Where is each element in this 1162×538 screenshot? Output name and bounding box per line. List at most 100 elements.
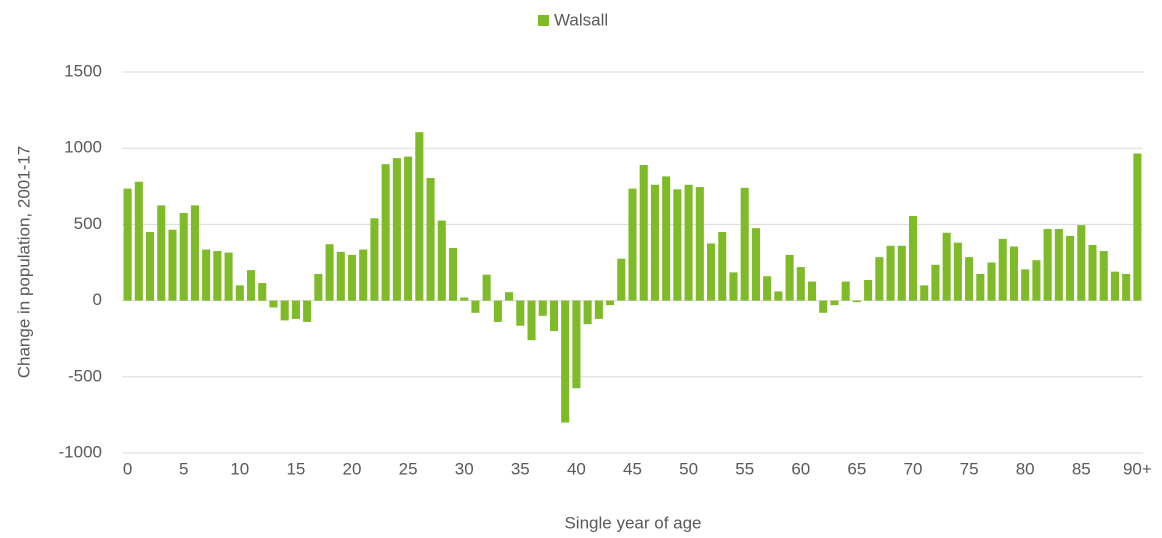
legend-label: Walsall [554, 10, 608, 29]
bar [785, 254, 794, 301]
bar [886, 245, 895, 301]
bar [1099, 251, 1108, 301]
x-tick-label: 55 [735, 459, 754, 478]
bar [202, 249, 211, 301]
bar [695, 187, 704, 301]
x-axis-label: Single year of age [564, 513, 701, 532]
bar [628, 188, 637, 301]
bar [359, 249, 368, 301]
bar [538, 300, 547, 316]
bar [987, 262, 996, 301]
bar [190, 205, 199, 301]
bar [134, 181, 143, 301]
bar [426, 177, 435, 301]
bar [246, 270, 256, 301]
bar [258, 283, 267, 301]
y-axis-label: Change in population, 2001-17 [14, 146, 33, 379]
bar [965, 257, 974, 301]
bar [1032, 260, 1041, 301]
bar [213, 251, 222, 301]
bar [774, 291, 783, 301]
bar [650, 184, 659, 301]
x-tick-label: 25 [399, 459, 418, 478]
bar [1110, 271, 1119, 301]
x-tick-label: 90+ [1123, 459, 1152, 478]
bar [1088, 244, 1097, 301]
bar [718, 232, 727, 301]
bar [796, 267, 805, 301]
bar [617, 258, 626, 301]
x-tick-label: 75 [960, 459, 979, 478]
bar [336, 251, 345, 301]
bar [875, 257, 884, 301]
x-tick-label: 35 [511, 459, 530, 478]
bar [561, 300, 570, 423]
bar [706, 243, 716, 301]
bar [819, 300, 828, 313]
bar [291, 300, 300, 319]
bar [314, 273, 323, 301]
bar [729, 272, 738, 301]
bar [841, 281, 850, 301]
x-tick-label: 15 [286, 459, 305, 478]
y-tick-label: -500 [68, 366, 102, 385]
x-tick-label: 50 [679, 459, 698, 478]
x-tick-label: 65 [847, 459, 866, 478]
x-tick-label: 80 [1016, 459, 1035, 478]
bar [146, 232, 155, 301]
bar [931, 264, 940, 301]
bar [493, 300, 502, 322]
bar [448, 248, 458, 301]
bar [639, 164, 648, 301]
bar [404, 156, 413, 301]
bar [460, 297, 469, 301]
bar [740, 187, 749, 301]
bar [751, 228, 760, 301]
bar [594, 300, 603, 319]
bar [763, 276, 772, 301]
bar [1009, 246, 1019, 301]
legend-swatch [538, 15, 549, 26]
x-tick-label: 0 [123, 459, 132, 478]
bar [864, 280, 873, 301]
bar [437, 220, 446, 301]
bar [1122, 273, 1131, 301]
bar [269, 300, 278, 308]
x-tick-label: 5 [179, 459, 188, 478]
y-tick-label: 1000 [64, 138, 102, 157]
bar [1021, 269, 1030, 301]
y-tick-label: 0 [93, 290, 102, 309]
x-tick-label: 45 [623, 459, 642, 478]
bar [179, 212, 188, 301]
bar [1066, 235, 1075, 301]
x-tick-label: 40 [567, 459, 586, 478]
bar [976, 273, 985, 301]
bar [157, 205, 166, 301]
bar [527, 300, 536, 341]
bar [471, 300, 480, 313]
bar [606, 300, 615, 306]
bar [1054, 228, 1063, 301]
bar [920, 285, 929, 301]
bar [953, 242, 962, 301]
bar [583, 300, 592, 325]
x-tick-label: 30 [455, 459, 474, 478]
bar [325, 244, 334, 301]
bar [505, 292, 514, 301]
bar [572, 300, 581, 389]
bar [1133, 153, 1142, 301]
bar [998, 238, 1007, 301]
bar [303, 300, 312, 322]
y-tick-label: -1000 [59, 442, 102, 461]
bar [549, 300, 559, 332]
bar [224, 252, 233, 301]
bar [1077, 225, 1086, 301]
bar [482, 274, 491, 301]
bar [673, 189, 682, 301]
bar [830, 300, 839, 306]
x-tick-label: 85 [1072, 459, 1091, 478]
bar [235, 285, 244, 301]
bar [852, 300, 861, 303]
bar [123, 188, 132, 301]
bar [280, 300, 289, 321]
